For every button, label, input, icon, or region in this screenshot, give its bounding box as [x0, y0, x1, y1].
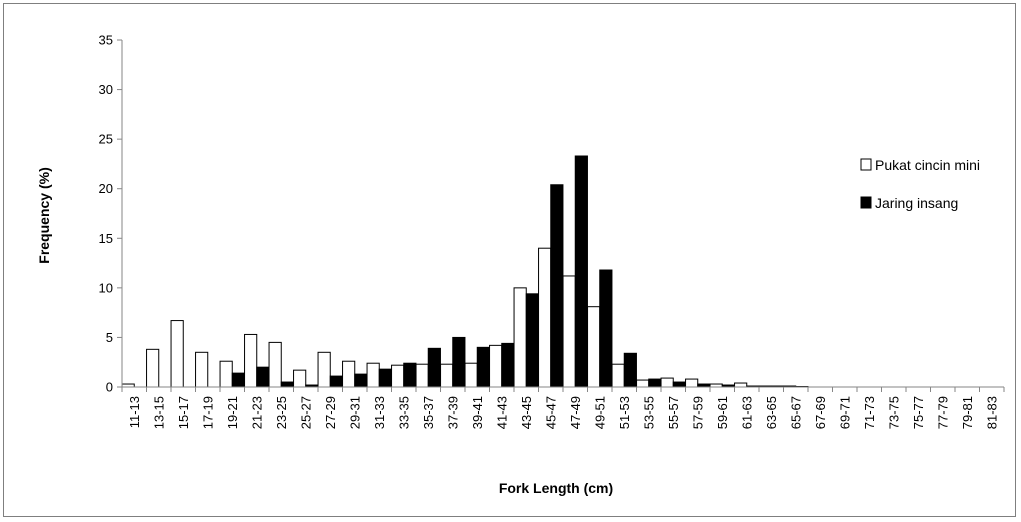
bar-jaring-insang-35-37: [427, 347, 441, 388]
x-tick-label: 17-19: [200, 396, 215, 429]
legend-swatch-jaring-insang: [860, 196, 872, 209]
y-tick-label: 20: [99, 181, 113, 196]
x-axis-ticks: 11-13 13-15 15-17 17-19 19-21 21-23 23-25 25-27…: [121, 387, 1005, 429]
x-tick-label: 53-55: [641, 396, 656, 429]
x-tick-label: 11-13: [127, 396, 142, 428]
bar-pukat-cincin-mini-43-45: [513, 287, 527, 388]
bar-pukat-cincin-mini-23-25: [268, 341, 282, 388]
chart-frame: 0 5 10 15 20 25 30 35 11-13 13-15 15-17 17-19 19-21…: [3, 3, 1016, 517]
y-tick-label: 0: [106, 380, 113, 395]
y-tick-label: 35: [99, 33, 113, 48]
y-tick-label: 15: [99, 231, 113, 246]
x-tick-label: 15-17: [176, 396, 191, 429]
x-tick-label: 41-43: [494, 396, 509, 429]
x-tick-label: 75-77: [911, 396, 926, 429]
bar-pukat-cincin-mini-61-63: [734, 382, 748, 388]
bar-pukat-cincin-mini-21-23: [244, 333, 258, 388]
x-tick-label: 77-79: [935, 396, 950, 429]
bar-jaring-insang-47-49: [574, 155, 588, 388]
bar-jaring-insang-31-33: [378, 368, 392, 388]
y-tick-label: 30: [99, 82, 113, 97]
bars: [121, 155, 809, 388]
bar-pukat-cincin-mini-25-27: [293, 369, 307, 388]
x-tick-label: 67-69: [813, 396, 828, 429]
x-tick-label: 43-45: [519, 396, 534, 429]
legend-swatch-pukat-cincin-mini: [860, 158, 872, 171]
x-tick-label: 55-57: [666, 396, 681, 429]
x-tick-label: 31-33: [372, 396, 387, 429]
x-tick-label: 71-73: [862, 396, 877, 429]
bar-pukat-cincin-mini-27-29: [317, 351, 331, 388]
bar-pukat-cincin-mini-31-33: [366, 362, 380, 388]
bar-pukat-cincin-mini-47-49: [562, 275, 576, 388]
x-tick-label: 45-47: [543, 396, 558, 429]
x-tick-label: 61-63: [739, 396, 754, 429]
x-tick-label: 25-27: [298, 396, 313, 429]
x-tick-label: 79-81: [960, 396, 975, 429]
y-tick-label: 10: [99, 280, 113, 295]
x-tick-label: 29-31: [347, 396, 362, 429]
y-axis-ticks: 0 5 10 15 20 25 30 35: [99, 33, 122, 395]
x-tick-label: 27-29: [323, 396, 338, 429]
x-tick-label: 81-83: [984, 396, 999, 429]
x-tick-label: 51-53: [617, 396, 632, 429]
bar-pukat-cincin-mini-13-15: [146, 348, 160, 388]
x-axis-title: Fork Length (cm): [499, 480, 613, 496]
bar-jaring-insang-39-41: [476, 346, 490, 388]
bar-jaring-insang-53-55: [648, 378, 662, 388]
x-tick-label: 69-71: [837, 396, 852, 429]
x-tick-label: 57-59: [690, 396, 705, 429]
bar-pukat-cincin-mini-19-21: [219, 360, 233, 388]
bar-pukat-cincin-mini-45-47: [538, 247, 552, 388]
x-tick-label: 65-67: [788, 396, 803, 429]
bar-pukat-cincin-mini-55-57: [660, 377, 674, 388]
bar-pukat-cincin-mini-49-51: [587, 306, 601, 388]
bar-jaring-insang-19-21: [231, 372, 245, 388]
legend: Pukat cincin mini Jaring insang: [860, 157, 980, 211]
x-tick-label: 33-35: [396, 396, 411, 429]
x-tick-label: 13-15: [151, 396, 166, 429]
bar-jaring-insang-27-29: [329, 375, 343, 388]
x-tick-label: 59-61: [715, 396, 730, 429]
bar-jaring-insang-55-57: [672, 381, 686, 388]
y-axis-title: Frequency (%): [36, 167, 52, 263]
bar-pukat-cincin-mini-51-53: [611, 363, 625, 388]
bar-jaring-insang-33-35: [403, 362, 417, 388]
x-tick-label: 39-41: [470, 396, 485, 429]
bar-chart: 0 5 10 15 20 25 30 35 11-13 13-15 15-17 17-19 19-21…: [36, 33, 1005, 496]
x-tick-label: 49-51: [592, 396, 607, 429]
bar-pukat-cincin-mini-35-37: [415, 363, 429, 388]
x-tick-label: 63-65: [764, 396, 779, 429]
legend-label-pukat-cincin-mini: Pukat cincin mini: [875, 157, 980, 173]
x-tick-label: 35-37: [421, 396, 436, 429]
x-tick-label: 47-49: [568, 396, 583, 429]
legend-label-jaring-insang: Jaring insang: [875, 195, 958, 211]
bar-jaring-insang-23-25: [280, 381, 294, 388]
bar-jaring-insang-45-47: [550, 184, 564, 388]
bar-jaring-insang-49-51: [599, 269, 613, 388]
bar-jaring-insang-41-43: [501, 342, 515, 388]
x-tick-label: 73-75: [886, 396, 901, 429]
y-tick-label: 25: [99, 132, 113, 147]
bar-pukat-cincin-mini-29-31: [342, 360, 356, 388]
bar-jaring-insang-43-45: [525, 293, 539, 388]
bar-pukat-cincin-mini-33-35: [391, 364, 405, 388]
bar-pukat-cincin-mini-17-19: [195, 351, 209, 388]
x-tick-label: 37-39: [445, 396, 460, 429]
bar-pukat-cincin-mini-37-39: [440, 363, 454, 388]
bar-pukat-cincin-mini-15-17: [170, 320, 184, 388]
bar-jaring-insang-21-23: [256, 366, 270, 388]
bar-pukat-cincin-mini-39-41: [464, 362, 478, 388]
bar-jaring-insang-51-53: [623, 352, 637, 388]
bar-pukat-cincin-mini-53-55: [636, 379, 650, 388]
y-tick-label: 5: [106, 330, 113, 345]
x-tick-label: 23-25: [274, 396, 289, 429]
bar-pukat-cincin-mini-57-59: [685, 378, 699, 388]
x-tick-label: 21-23: [249, 396, 264, 429]
bar-jaring-insang-29-31: [354, 373, 368, 388]
x-tick-label: 19-21: [225, 396, 240, 429]
bar-pukat-cincin-mini-41-43: [489, 344, 503, 388]
bar-jaring-insang-37-39: [452, 336, 466, 388]
